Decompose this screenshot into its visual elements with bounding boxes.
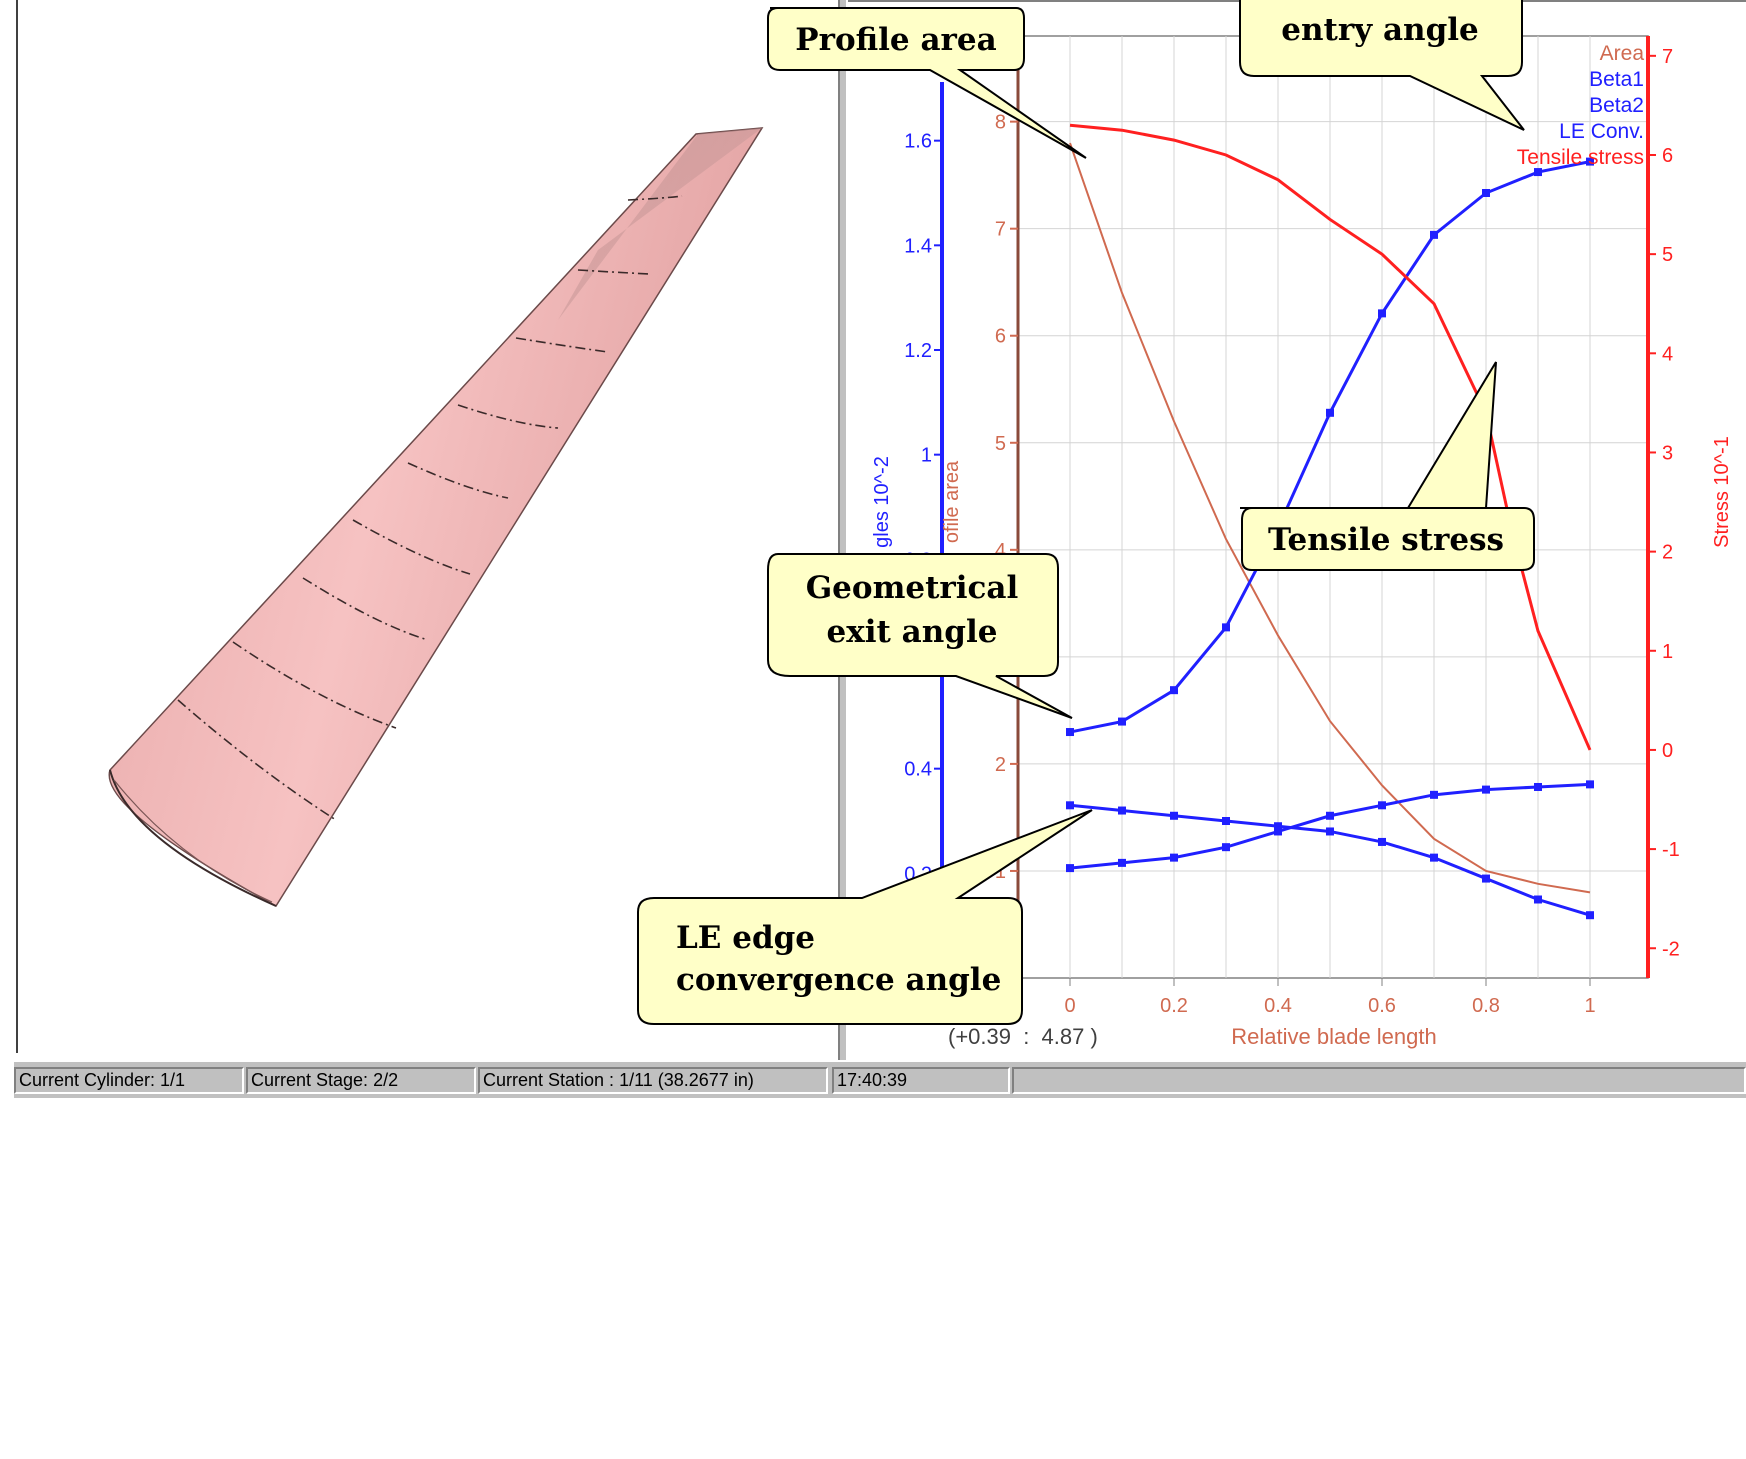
stress-tick-label: 4 [1662,343,1673,365]
x-axis-label: Relative blade length [1231,1024,1436,1049]
stress-tick-label: 7 [1662,46,1673,68]
data-point-beta1 [1066,728,1074,737]
blade-properties-chart[interactable]: 0 0.2 0.4 0.6 0.8 1 0.2 0.4 0.8 1 1.2 1.4 1.6 gles 10… [848,0,1746,1062]
status-stage: Current Stage: 2/2 [246,1067,476,1094]
stress-tick-label: 0 [1662,740,1673,762]
cursor-readout: (+0.39 : 4.87 ) [948,1024,1098,1049]
x-tick-label: 0.6 [1368,995,1396,1017]
area-tick-label: 2 [995,754,1006,776]
data-point-beta2 [1118,806,1126,815]
data-point-beta1 [1378,309,1386,318]
area-tick-label: 7 [995,219,1006,241]
data-point-beta1 [1326,408,1334,417]
stress-tick-label: 2 [1662,542,1673,564]
data-point-beta2 [1534,895,1542,904]
chart-series [1066,123,1594,920]
stress-tick-label: 1 [1662,641,1673,663]
x-tick-label: 0.8 [1472,995,1500,1017]
data-point-le-conv [1482,785,1490,794]
blade-design-app: 0 0.2 0.4 0.6 0.8 1 0.2 0.4 0.8 1 1.2 1.4 1.6 gles 10… [0,0,1746,1100]
data-point-le-conv [1326,811,1334,820]
angles-tick-label: 1.6 [904,131,932,153]
data-point-le-conv [1066,864,1074,873]
status-cylinder: Current Cylinder: 1/1 [14,1067,244,1094]
x-tick-label: 0.4 [1264,995,1292,1017]
data-point-beta2 [1170,811,1178,820]
area-tick-label: 1 [995,861,1006,883]
x-tick-label: 0 [1064,995,1075,1017]
status-bar: Current Cylinder: 1/1 Current Stage: 2/2… [14,1060,1746,1098]
status-time: 17:40:39 [832,1067,1010,1094]
chart-grid [1017,35,1649,979]
stress-tick-label: -2 [1662,938,1680,960]
series-line-area [1069,142,1591,894]
data-point-le-conv [1274,827,1282,836]
data-point-beta1 [1586,157,1594,166]
data-point-beta2 [1066,801,1074,810]
chart-axes: 0 0.2 0.4 0.6 0.8 1 0.2 0.4 0.8 1 1.2 1.4 1.6 gles 10… [871,36,1733,1017]
data-point-beta1 [1482,189,1490,197]
data-point-beta1 [1118,717,1126,726]
angles-tick-label: 1 [921,445,932,467]
plot-frame [1017,35,1649,979]
area-tick-label: 8 [995,112,1006,134]
x-tick-label: 1 [1584,995,1595,1017]
data-point-beta2 [1430,853,1438,862]
chart-canvas: 0 0.2 0.4 0.6 0.8 1 0.2 0.4 0.8 1 1.2 1.4 1.6 gles 10… [871,35,1733,1049]
stress-tick-label: 5 [1662,244,1673,266]
angles-tick-label: 0.8 [904,549,932,571]
legend-entry: Beta2 [1589,94,1644,117]
blade-3d-model[interactable] [18,0,844,1053]
status-empty [1012,1067,1746,1094]
data-point-beta2 [1378,837,1386,846]
data-point-beta1 [1430,230,1438,239]
data-point-beta2 [1482,874,1490,883]
data-point-beta2 [1222,817,1230,825]
data-point-beta1 [1534,168,1542,177]
blade-body [108,127,764,907]
data-point-beta2 [1326,827,1334,836]
data-point-beta2 [1586,911,1594,920]
legend-entry: Tensile stress [1517,146,1644,169]
area-tick-label: 4 [995,540,1006,562]
blade-3d-viewport[interactable] [16,0,844,1053]
legend-entry: Beta1 [1589,68,1644,91]
data-point-le-conv [1118,858,1126,867]
angles-axis-label: gles 10^-2 [871,456,893,548]
angles-tick-label: 1.2 [904,340,932,362]
stress-tick-label: 3 [1662,442,1673,464]
legend-entry: Area [1600,42,1645,65]
data-point-beta1 [1222,623,1230,632]
chart-legend: Area Beta1 Beta2 LE Conv. Tensile stress [1517,42,1645,169]
data-point-le-conv [1170,853,1178,862]
data-point-le-conv [1534,782,1542,791]
stress-tick-label: -1 [1662,839,1680,861]
stress-axis-label: Stress 10^-1 [1711,436,1733,548]
status-station: Current Station : 1/11 (38.2677 in) [478,1067,828,1094]
data-point-le-conv [1586,780,1594,789]
legend-entry: LE Conv. [1559,120,1644,143]
data-point-le-conv [1430,790,1438,799]
data-point-le-conv [1378,801,1386,810]
data-point-beta2 [1274,822,1282,831]
area-tick-label: 5 [995,433,1006,455]
area-tick-label: 6 [995,326,1006,348]
x-tick-label: 0.2 [1160,995,1188,1017]
data-point-le-conv [1222,843,1230,852]
panel-splitter[interactable] [838,0,848,1060]
area-axis-label: ofile area [941,460,963,543]
angles-tick-label: 1.4 [904,235,932,257]
data-point-beta1 [1274,523,1282,532]
data-point-beta1 [1170,686,1178,695]
angles-tick-label: 0.2 [904,863,932,885]
angles-tick-label: 0.4 [904,759,932,781]
window-frame [0,0,18,1100]
stress-tick-label: 6 [1662,145,1673,167]
